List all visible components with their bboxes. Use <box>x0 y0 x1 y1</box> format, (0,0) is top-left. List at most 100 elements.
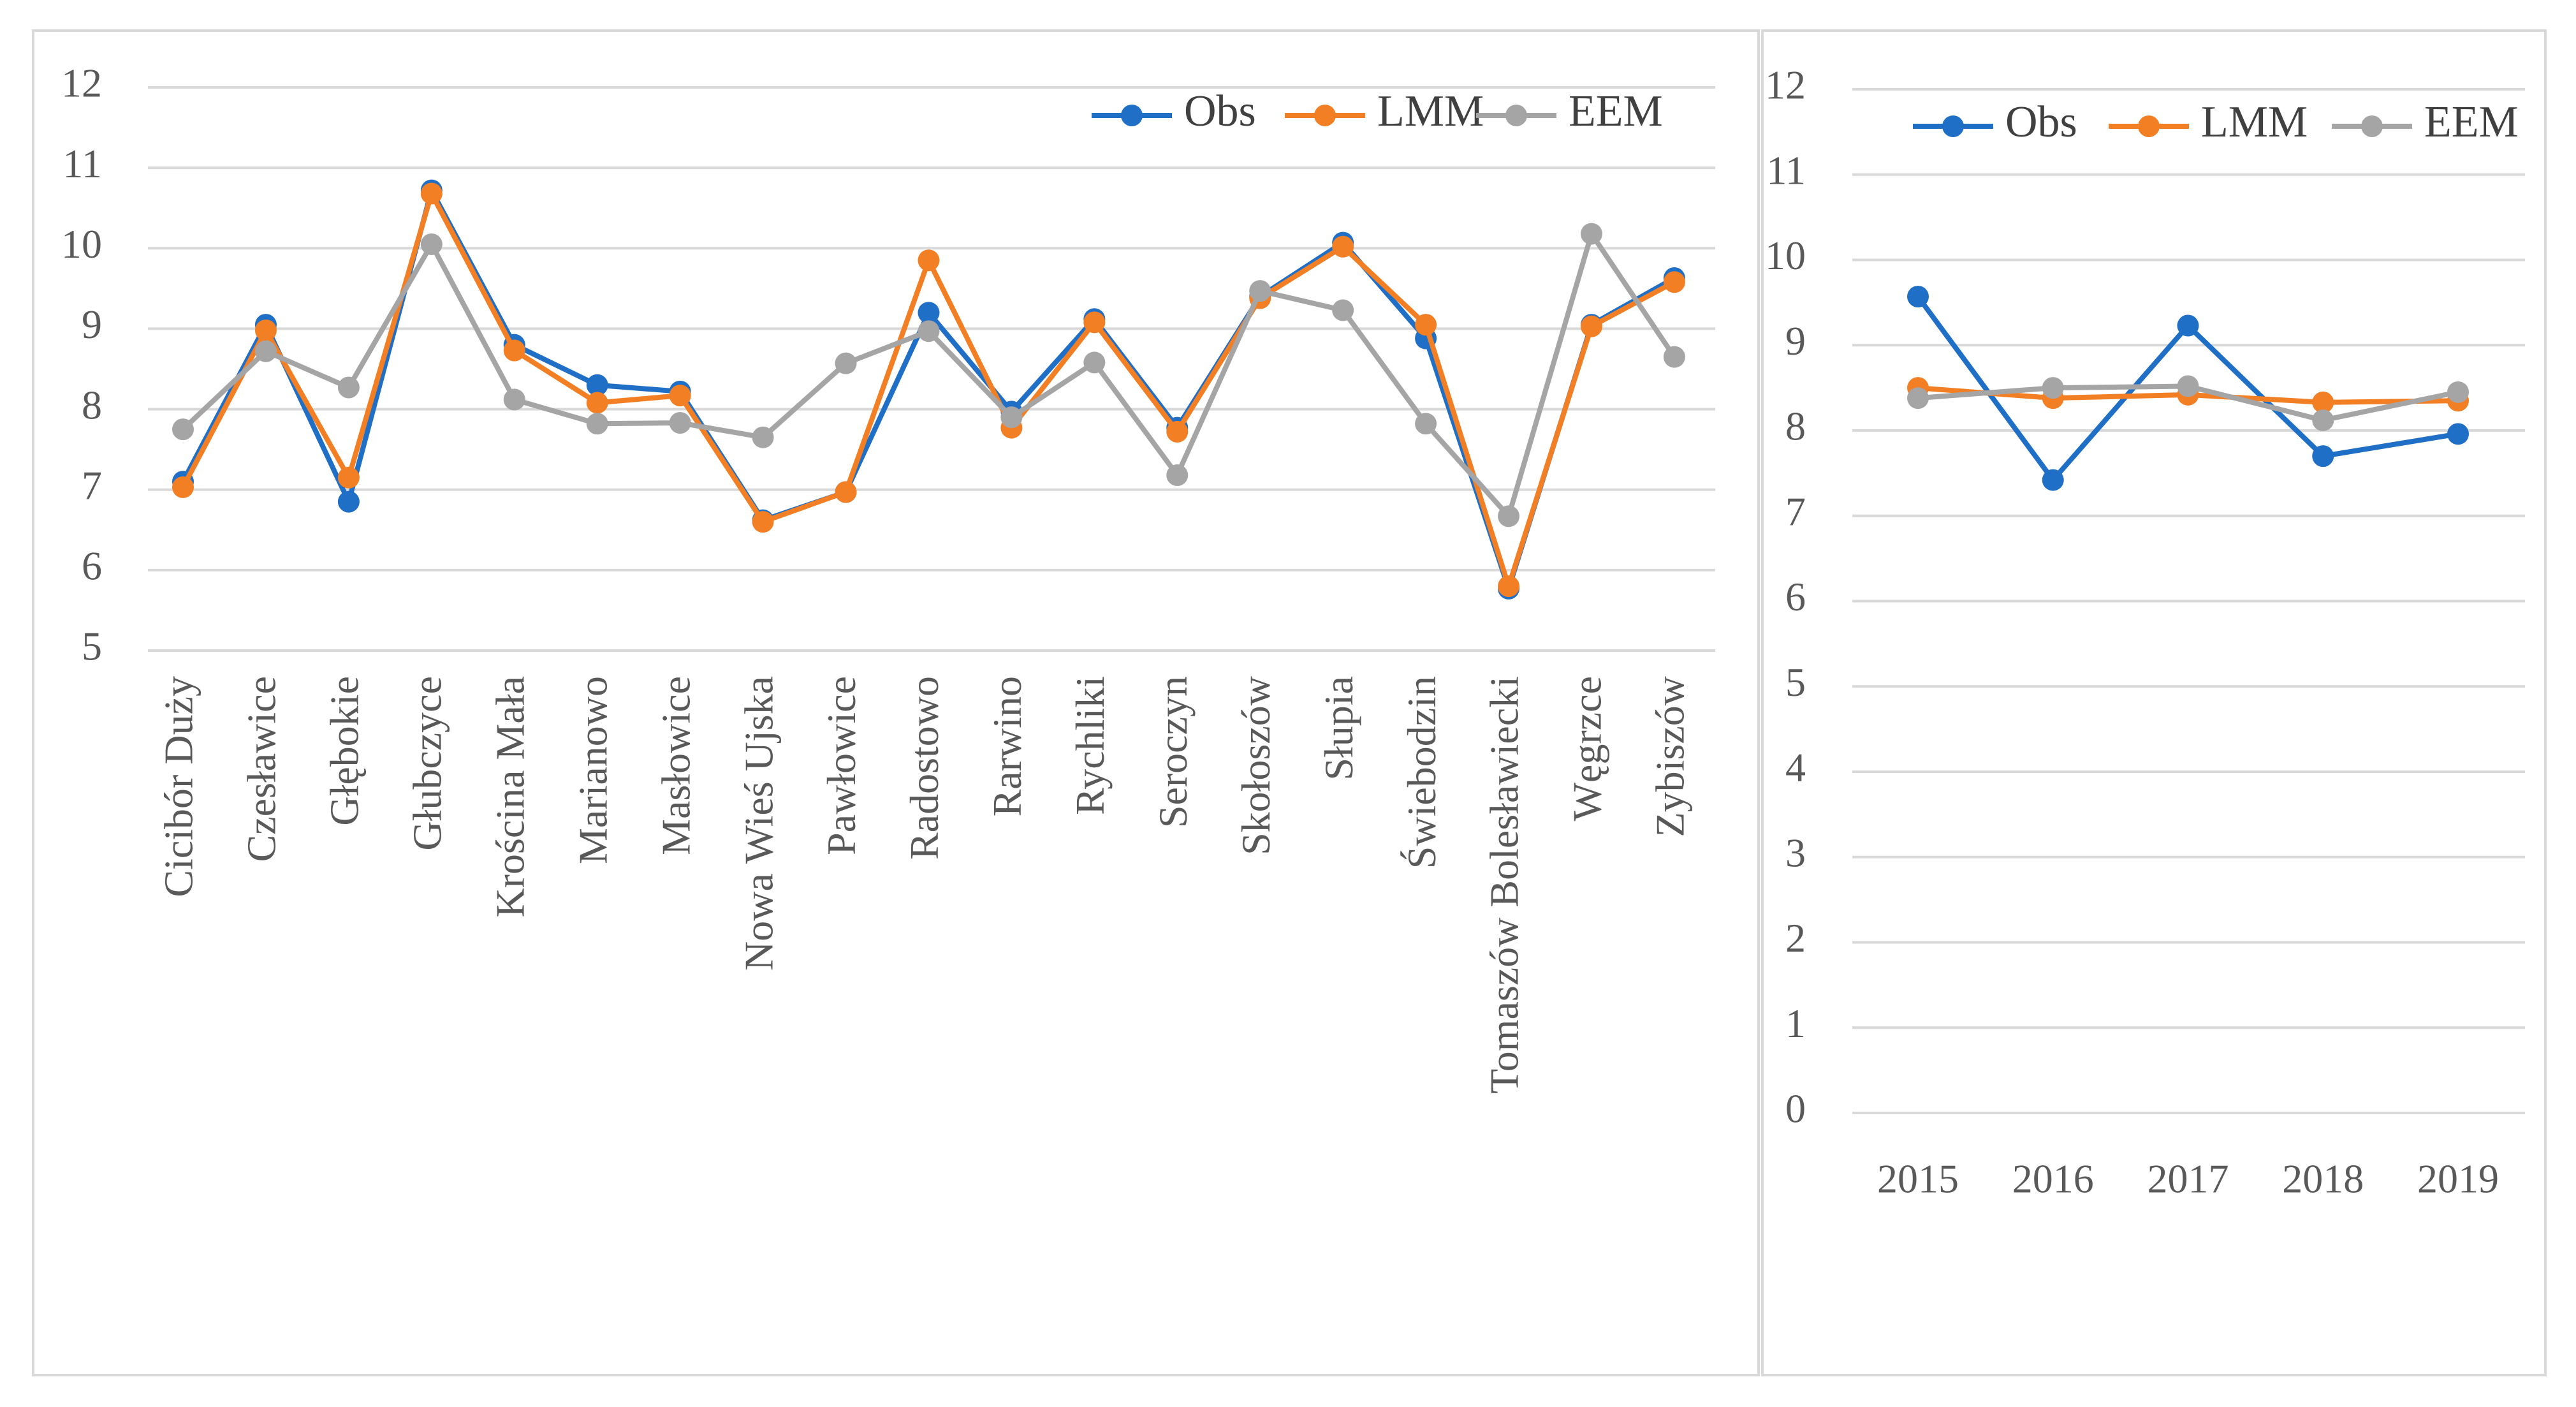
data-point-eem <box>1249 280 1271 302</box>
x-tick-label: Nowa Wieś Ujska <box>736 676 781 971</box>
data-point-obs <box>337 490 360 513</box>
x-tick-label: 2017 <box>2148 1156 2229 1202</box>
data-point-eem <box>1907 387 1929 409</box>
data-point-eem <box>254 340 277 362</box>
y-tick-label: 10 <box>61 221 102 267</box>
legend-marker <box>1942 115 1964 137</box>
data-point-lmm <box>1498 575 1520 598</box>
y-tick-label: 1 <box>1785 1001 1806 1046</box>
data-point-obs <box>918 302 940 324</box>
x-tick-label: 2016 <box>2012 1156 2094 1202</box>
data-point-eem <box>1580 223 1602 245</box>
data-point-lmm <box>337 466 360 489</box>
x-tick-label: Głubczyce <box>405 676 450 851</box>
legend-label: Obs <box>1184 87 1256 136</box>
y-tick-label: 9 <box>1785 318 1806 364</box>
data-point-obs <box>2312 445 2334 468</box>
x-tick-label: Krościna Mała <box>487 676 532 918</box>
x-tick-label: Świebodzin <box>1399 676 1444 869</box>
y-tick-label: 3 <box>1785 830 1806 875</box>
x-tick-label: Głębokie <box>322 676 367 826</box>
x-tick-label: Cicibór Duży <box>156 676 201 897</box>
data-point-lmm <box>503 339 525 362</box>
x-tick-label: Rarwino <box>984 676 1030 816</box>
data-point-lmm <box>1166 420 1189 443</box>
data-point-eem <box>1498 505 1520 527</box>
data-point-lmm <box>918 249 940 272</box>
data-point-lmm <box>586 392 608 414</box>
y-tick-label: 10 <box>1765 233 1806 278</box>
y-tick-label: 12 <box>61 61 102 106</box>
data-point-eem <box>752 426 774 448</box>
data-point-lmm <box>1332 235 1354 258</box>
x-tick-label: Zybiszów <box>1648 676 1693 837</box>
y-tick-label: 11 <box>1766 147 1806 193</box>
data-point-obs <box>2042 469 2064 491</box>
data-point-eem <box>2447 381 2469 403</box>
legend-label: Obs <box>2005 98 2077 147</box>
data-point-lmm <box>420 182 443 205</box>
legend-marker <box>1505 105 1527 126</box>
data-point-eem <box>2177 375 2199 397</box>
y-tick-label: 2 <box>1785 915 1806 961</box>
data-point-eem <box>1083 351 1106 374</box>
x-tick-label: Tomaszów Bolesławiecki <box>1482 676 1527 1094</box>
data-point-eem <box>337 376 360 399</box>
y-tick-label: 11 <box>62 141 102 186</box>
data-point-lmm <box>2312 391 2334 413</box>
data-point-lmm <box>752 511 774 533</box>
x-tick-label: Rychliki <box>1067 676 1113 815</box>
data-point-eem <box>420 233 443 255</box>
data-point-eem <box>503 388 525 411</box>
y-tick-label: 4 <box>1785 745 1806 790</box>
data-point-eem <box>1415 413 1437 435</box>
y-tick-label: 5 <box>82 624 102 669</box>
site-line-chart: 5 6 7 8 9 10 11 12 Cicibór Duży Czesławice Głęboki… <box>61 61 1715 1094</box>
legend-label: EEM <box>1569 87 1663 136</box>
legend-marker <box>2361 115 2383 137</box>
data-point-eem <box>172 418 194 441</box>
y-tick-label: 9 <box>82 302 102 347</box>
data-point-eem <box>2312 409 2334 431</box>
x-tick-label: Masłowice <box>653 676 698 855</box>
y-tick-label: 6 <box>1785 574 1806 619</box>
data-point-eem <box>2042 377 2064 399</box>
legend-marker <box>2138 115 2160 137</box>
legend-marker <box>1121 105 1143 126</box>
data-point-obs <box>586 374 608 396</box>
data-point-lmm <box>669 385 691 407</box>
data-point-eem <box>1000 406 1023 429</box>
y-tick-label: 8 <box>1785 404 1806 449</box>
data-point-eem <box>1166 464 1189 487</box>
x-tick-label: 2019 <box>2417 1156 2499 1202</box>
data-point-eem <box>918 320 940 343</box>
data-point-lmm <box>835 481 857 503</box>
x-tick-label: Radostowo <box>902 676 947 860</box>
data-point-obs <box>2447 423 2469 445</box>
data-point-lmm <box>1580 315 1602 337</box>
data-point-obs <box>2177 314 2199 337</box>
legend-label: EEM <box>2424 98 2519 147</box>
data-point-lmm <box>1083 311 1106 334</box>
legend-label: LMM <box>1377 87 1484 136</box>
y-tick-label: 8 <box>82 382 102 427</box>
legend-marker <box>1314 105 1336 126</box>
x-tick-label: 2018 <box>2282 1156 2364 1202</box>
x-tick-label: Słupia <box>1316 676 1361 781</box>
data-point-eem <box>835 352 857 374</box>
y-tick-label: 7 <box>1785 489 1806 534</box>
y-tick-label: 12 <box>1765 63 1806 108</box>
data-point-lmm <box>172 476 194 498</box>
data-point-eem <box>1332 299 1354 321</box>
y-tick-label: 5 <box>1785 659 1806 705</box>
data-point-eem <box>669 412 691 434</box>
x-tick-label: Czesławice <box>239 676 284 862</box>
y-tick-label: 0 <box>1785 1086 1806 1131</box>
right-chart-frame <box>1761 29 2547 1376</box>
legend-label: LMM <box>2201 98 2308 147</box>
x-tick-label: Marianowo <box>570 676 615 864</box>
data-point-lmm <box>254 319 277 341</box>
data-point-lmm <box>1663 271 1685 293</box>
